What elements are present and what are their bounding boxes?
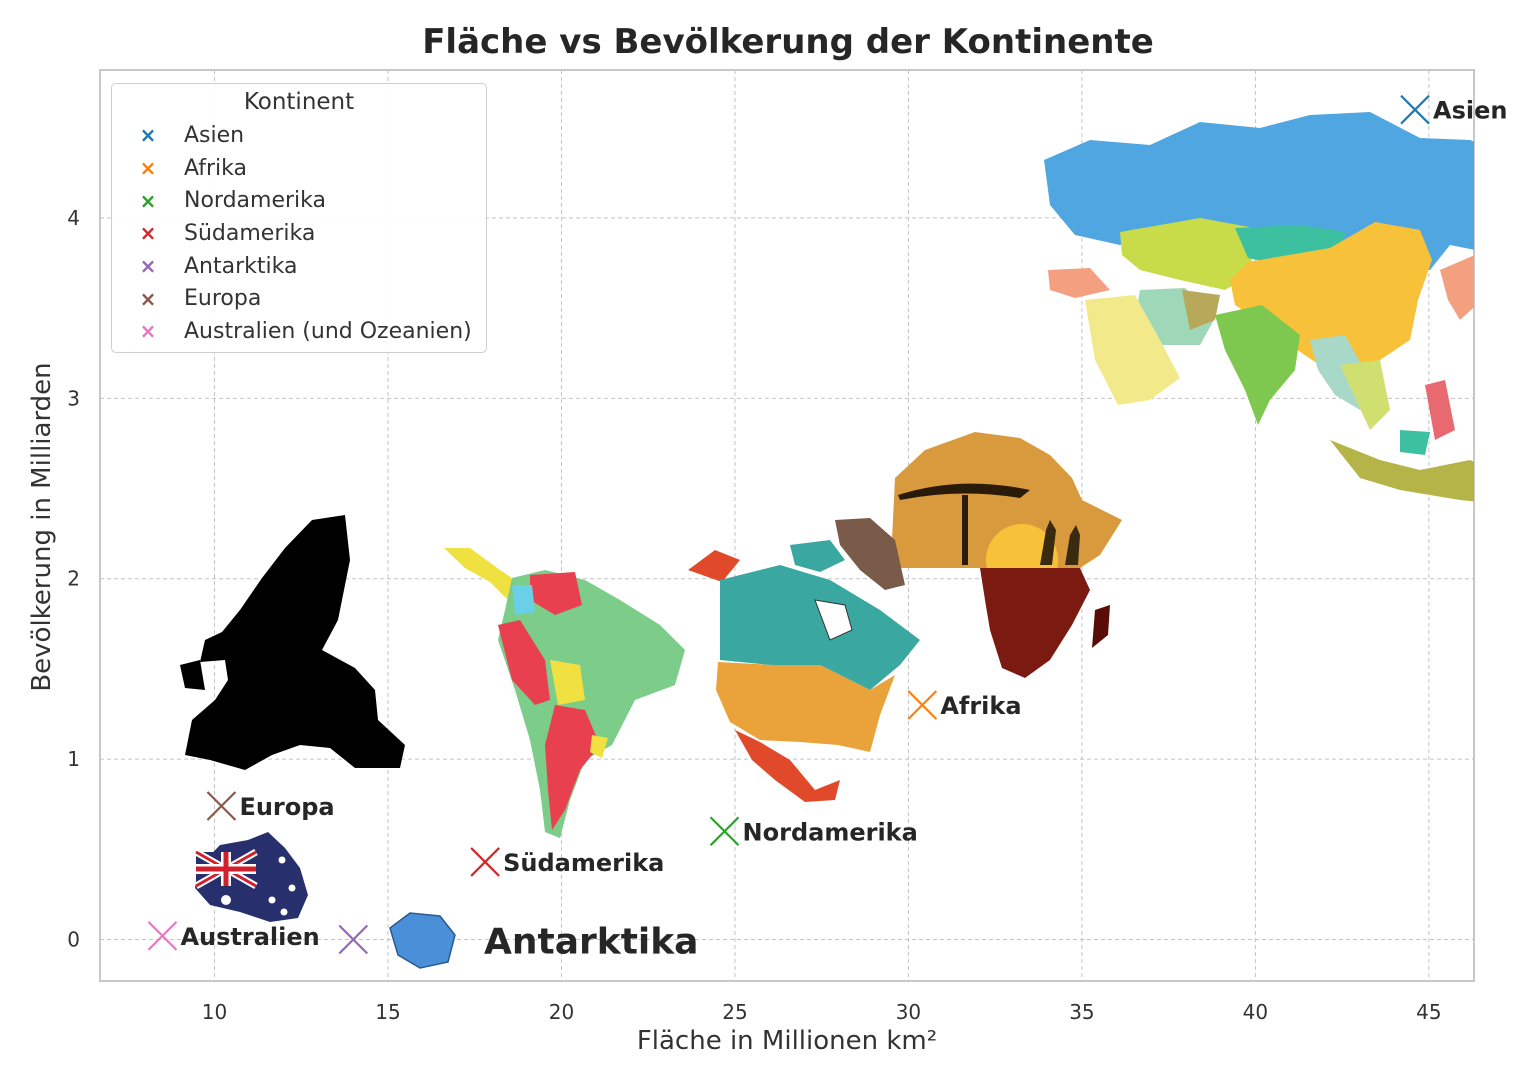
legend-marker-icon: × (139, 286, 157, 311)
point-label-europa: Europa (239, 793, 334, 821)
legend-label: Europa (184, 286, 262, 312)
europe-map-icon (180, 515, 405, 770)
legend-label: Asien (184, 122, 245, 148)
x-tick-label: 25 (722, 1000, 747, 1024)
asia-map-icon (1044, 112, 1474, 502)
legend-item-südamerika: × Südamerika (112, 217, 486, 250)
y-tick-label: 1 (67, 747, 80, 771)
data-point-afrika (907, 690, 938, 720)
x-axis-label: Fläche in Millionen km² (636, 1026, 938, 1056)
point-label-antarktika: Antarktika (484, 922, 698, 963)
point-label-südamerika: Südamerika (503, 849, 664, 877)
chart-title: Fläche vs Bevölkerung der Kontinente (422, 22, 1154, 62)
legend-title: Kontinent (243, 89, 355, 115)
x-tick-label: 30 (896, 1000, 921, 1024)
data-point-nordamerika (709, 816, 740, 847)
data-point-antarktika (338, 924, 369, 955)
data-point-europa (206, 791, 237, 821)
x-tick-label: 40 (1243, 1000, 1268, 1024)
legend-marker-icon: × (139, 156, 157, 181)
point-label-nordamerika: Nordamerika (743, 818, 918, 846)
y-tick-label: 2 (67, 567, 80, 591)
x-tick-label: 35 (1069, 1000, 1094, 1024)
antarctica-map-icon (389, 912, 456, 969)
y-tick-label: 0 (67, 928, 80, 952)
legend-marker-icon: × (139, 319, 157, 344)
legend-item-nordamerika: × Nordamerika (112, 184, 486, 217)
point-label-asien: Asien (1433, 97, 1507, 125)
australia-flag-map-icon (194, 832, 308, 922)
x-tick-label: 10 (202, 1000, 227, 1024)
y-tick-label: 3 (67, 386, 80, 410)
legend-marker-icon: × (139, 221, 157, 246)
point-label-australien-und-ozeanien: Australien (180, 923, 319, 951)
data-point-südamerika (470, 847, 500, 877)
legend-item-antarktika: × Antarktika (112, 250, 486, 283)
legend-label: Australien (und Ozeanien) (184, 318, 472, 344)
x-tick-label: 45 (1416, 1000, 1441, 1024)
data-point-australien-und-ozeanien (147, 921, 178, 951)
x-tick-label: 15 (375, 1000, 400, 1024)
legend-label: Südamerika (184, 220, 316, 246)
point-label-afrika: Afrika (940, 692, 1021, 720)
legend-label: Nordamerika (184, 188, 326, 214)
africa-sunset-map-icon (892, 432, 1122, 678)
legend-marker-icon: × (139, 123, 157, 148)
y-tick-label: 4 (67, 206, 80, 230)
x-tick-label: 20 (549, 1000, 574, 1024)
legend-label: Antarktika (184, 253, 298, 279)
legend-item-australien-und-ozeanien: × Australien (und Ozeanien) (112, 315, 486, 348)
legend-marker-icon: × (139, 254, 157, 279)
legend-marker-icon: × (139, 188, 157, 213)
north-america-map-icon (688, 518, 920, 802)
legend-label: Afrika (184, 155, 248, 181)
legend: Kontinent × Asien × Afrika × Nordamerika × Süda… (111, 83, 487, 353)
legend-item-afrika: × Afrika (112, 152, 486, 185)
data-point-asien (1400, 94, 1430, 125)
legend-item-europa: × Europa (112, 282, 486, 315)
y-axis-label: Bevölkerung in Milliarden (27, 362, 57, 692)
south-america-map-icon (444, 548, 685, 838)
legend-item-asien: × Asien (112, 119, 486, 152)
